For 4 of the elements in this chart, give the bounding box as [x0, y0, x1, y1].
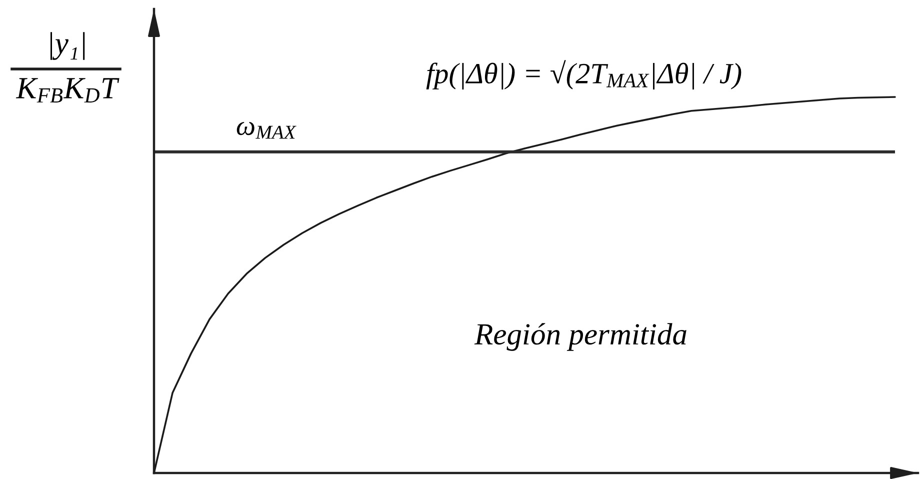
series-label: fp(|Δθ|) = √(2T$_{MAX}$|Δθ| / J) — [426, 60, 742, 90]
ref-line-label: ω$_{MAX}$ — [236, 122, 296, 139]
y-axis-title: |y₁| K$_{FB}$K$_{D}$T — [16, 32, 120, 102]
annotation: Región permitida — [474, 323, 686, 351]
